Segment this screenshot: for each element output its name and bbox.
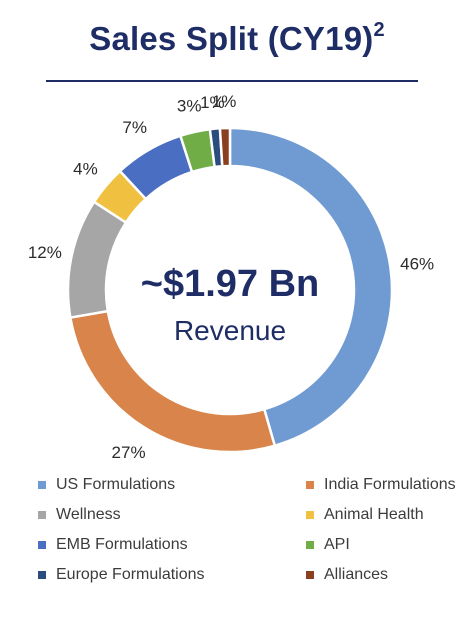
legend-label: EMB Formulations [56, 536, 188, 553]
legend-item-europe-formulations: Europe Formulations [38, 565, 306, 585]
legend-swatch [306, 481, 314, 489]
legend-label: Wellness [56, 506, 121, 523]
legend-swatch [38, 571, 46, 579]
title-superscript: 2 [373, 19, 385, 41]
legend-label: Alliances [324, 566, 389, 583]
legend-label: India Formulations [324, 476, 456, 493]
legend-label: US Formulations [56, 476, 176, 493]
legend-swatch [38, 481, 46, 489]
slice-label-emb-formulations: 7% [122, 118, 147, 137]
legend-item-wellness: Wellness [38, 505, 306, 525]
donut-slice-us-formulations [228, 126, 394, 448]
legend-swatch [306, 511, 314, 519]
chart-title: Sales Split (CY19)2 [89, 19, 385, 57]
legend-swatch [306, 541, 314, 549]
slice-label-europe-formulations: 1% [200, 93, 225, 112]
legend-item-api: API [306, 535, 468, 555]
legend-swatch [38, 511, 46, 519]
slice-label-api: 3% [177, 96, 202, 115]
donut-slice-alliances [218, 126, 232, 168]
legend-item-india-formulations: India Formulations [306, 475, 468, 495]
chart-legend: US Formulations India Formulations Welln… [38, 475, 468, 585]
center-revenue-value: ~$1.97 Bn [140, 263, 320, 305]
slice-label-alliances: 1% [212, 92, 237, 111]
center-revenue-label: Revenue [173, 315, 287, 346]
legend-swatch [38, 541, 46, 549]
legend-item-us-formulations: US Formulations [38, 475, 306, 495]
title-divider [46, 80, 418, 82]
legend-label: API [324, 536, 350, 553]
legend-swatch [306, 571, 314, 579]
slice-label-india-formulations: 27% [112, 443, 146, 462]
slice-label-us-formulations: 46% [400, 255, 434, 274]
slice-label-animal-health: 4% [73, 159, 98, 178]
chart-title-container: Sales Split (CY19)2 [0, 19, 474, 58]
legend-item-animal-health: Animal Health [306, 505, 468, 525]
legend-item-emb-formulations: EMB Formulations [38, 535, 306, 555]
legend-label: Europe Formulations [56, 566, 205, 583]
legend-label: Animal Health [324, 506, 424, 523]
slice-label-wellness: 12% [28, 243, 62, 262]
legend-item-alliances: Alliances [306, 565, 468, 585]
